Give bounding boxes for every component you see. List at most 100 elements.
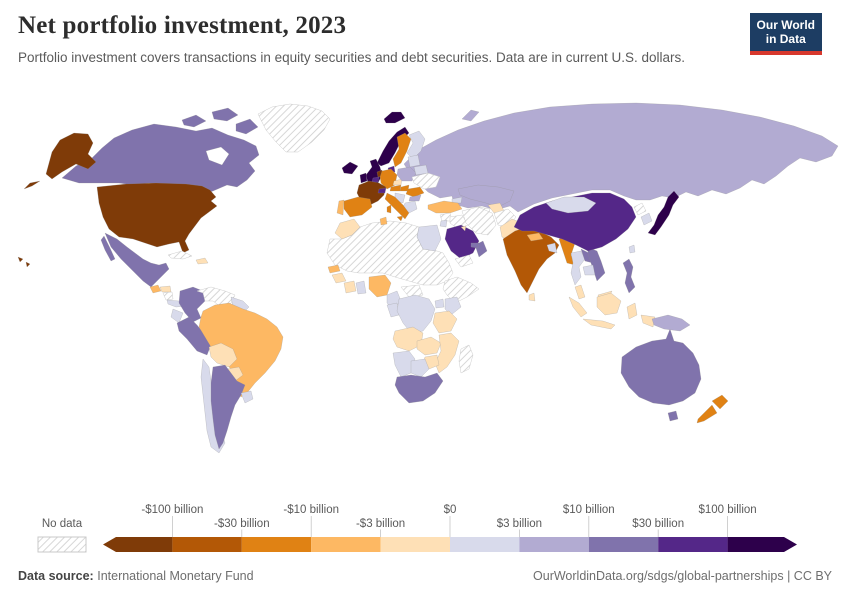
country-japan[interactable] xyxy=(647,190,680,236)
owid-logo[interactable]: Our World in Data xyxy=(749,13,822,55)
country-papua-new-guinea[interactable] xyxy=(651,314,691,332)
country-kenya[interactable] xyxy=(444,296,462,316)
country-uruguay[interactable] xyxy=(240,390,254,404)
legend-bin-5[interactable] xyxy=(450,537,520,552)
country-uganda[interactable] xyxy=(434,298,445,309)
country-kazakhstan[interactable] xyxy=(457,184,515,208)
country-belgium[interactable] xyxy=(371,176,380,183)
country-caucasus[interactable] xyxy=(451,196,463,204)
country-iceland[interactable] xyxy=(341,161,359,175)
country-jordan-israel[interactable] xyxy=(439,219,448,228)
country-sweden[interactable] xyxy=(392,132,412,168)
country-romania[interactable] xyxy=(405,186,425,198)
legend-no-data-swatch[interactable] xyxy=(37,536,87,553)
country-iran[interactable] xyxy=(461,206,497,236)
country-united-states[interactable] xyxy=(17,132,218,268)
country-brazil[interactable] xyxy=(198,302,284,398)
country-bangladesh[interactable] xyxy=(546,242,558,254)
country-mozambique[interactable] xyxy=(434,332,460,374)
country-colombia[interactable] xyxy=(178,286,206,323)
country-sri-lanka[interactable] xyxy=(528,292,536,302)
country-ivory-coast[interactable] xyxy=(343,280,357,294)
country-czechia[interactable] xyxy=(392,178,403,186)
countries-layer xyxy=(17,102,839,454)
country-angola[interactable] xyxy=(392,326,424,352)
country-zambia[interactable] xyxy=(416,336,442,356)
country-sahara-region[interactable] xyxy=(326,220,454,286)
data-source-label: Data source: xyxy=(18,569,94,583)
legend-bin-4[interactable] xyxy=(380,537,450,552)
country-spain[interactable] xyxy=(343,196,373,218)
footer-link[interactable]: OurWorldinData.org/sdgs/global-partnersh… xyxy=(533,569,832,583)
country-mexico[interactable] xyxy=(100,232,170,288)
legend-bin-8[interactable] xyxy=(658,537,728,552)
country-nigeria[interactable] xyxy=(368,274,392,298)
country-cambodia[interactable] xyxy=(582,264,596,276)
country-nicaragua[interactable] xyxy=(162,291,174,301)
country-nepal[interactable] xyxy=(526,232,544,242)
country-north-korea[interactable] xyxy=(633,202,647,216)
country-greenland[interactable] xyxy=(257,103,331,153)
country-south-africa[interactable] xyxy=(394,372,444,404)
country-canadian-arctic-islands[interactable] xyxy=(181,107,259,135)
legend-bin-2[interactable] xyxy=(241,537,312,552)
country-south-korea[interactable] xyxy=(640,212,653,226)
country-ghana[interactable] xyxy=(355,280,367,295)
country-thailand[interactable] xyxy=(570,250,586,286)
country-bulgaria[interactable] xyxy=(408,194,422,202)
country-baltic-states[interactable] xyxy=(407,154,421,168)
country-finland[interactable] xyxy=(406,130,426,160)
legend-bin-1[interactable] xyxy=(172,537,242,552)
country-italy[interactable] xyxy=(384,192,410,222)
country-united-arab-emirates[interactable] xyxy=(470,242,480,249)
country-senegal[interactable] xyxy=(327,264,341,274)
legend-bin-0[interactable] xyxy=(103,537,173,552)
country-argentina[interactable] xyxy=(210,364,246,450)
map-legend[interactable]: -$100 billion -$30 billion -$10 billion -$3… xyxy=(0,498,850,560)
country-tanzania[interactable] xyxy=(432,310,458,334)
country-novaya-zemlya[interactable] xyxy=(461,109,480,122)
country-guinea[interactable] xyxy=(331,272,347,284)
country-ireland[interactable] xyxy=(359,172,368,184)
country-hispaniola[interactable] xyxy=(195,257,209,265)
country-portugal[interactable] xyxy=(336,199,345,216)
country-honduras[interactable] xyxy=(159,285,172,293)
country-madagascar[interactable] xyxy=(458,344,474,374)
country-egypt[interactable] xyxy=(416,224,442,252)
chart-subtitle: Portfolio investment covers transactions… xyxy=(18,50,686,65)
country-botswana[interactable] xyxy=(410,358,430,378)
country-kuwait[interactable] xyxy=(460,225,467,232)
country-svalbard[interactable] xyxy=(383,111,406,124)
legend-bin-3[interactable] xyxy=(311,537,381,552)
country-morocco[interactable] xyxy=(334,218,361,240)
chart-footer: Data source: International Monetary Fund… xyxy=(18,569,832,583)
country-guatemala[interactable] xyxy=(149,284,162,294)
data-source: Data source: International Monetary Fund xyxy=(18,569,254,583)
country-dr-congo[interactable] xyxy=(396,294,436,334)
legend-tick-label: $3 billion xyxy=(497,518,542,530)
country-taiwan[interactable] xyxy=(628,244,636,254)
country-mongolia[interactable] xyxy=(545,196,597,214)
country-new-zealand[interactable] xyxy=(696,394,729,424)
legend-bin-7[interactable] xyxy=(588,537,659,552)
country-central-africa[interactable] xyxy=(400,284,424,298)
country-turkey[interactable] xyxy=(427,200,463,214)
country-yemen[interactable] xyxy=(454,254,474,268)
legend-bin-6[interactable] xyxy=(519,537,589,552)
world-map[interactable] xyxy=(0,95,850,500)
legend-tick-label: $100 billion xyxy=(699,504,757,516)
country-australia[interactable] xyxy=(620,328,702,422)
country-horn-of-africa[interactable] xyxy=(442,276,480,304)
legend-bin-9[interactable] xyxy=(727,537,797,552)
country-tunisia[interactable] xyxy=(379,216,388,226)
country-bolivia[interactable] xyxy=(208,342,238,368)
country-ukraine[interactable] xyxy=(411,172,441,190)
country-switzerland[interactable] xyxy=(377,187,387,194)
country-philippines[interactable] xyxy=(622,258,636,294)
country-cuba[interactable] xyxy=(167,250,193,260)
country-indonesia[interactable] xyxy=(568,292,656,330)
country-peru[interactable] xyxy=(176,316,212,356)
country-russia[interactable] xyxy=(403,102,839,213)
country-vietnam[interactable] xyxy=(586,246,606,282)
